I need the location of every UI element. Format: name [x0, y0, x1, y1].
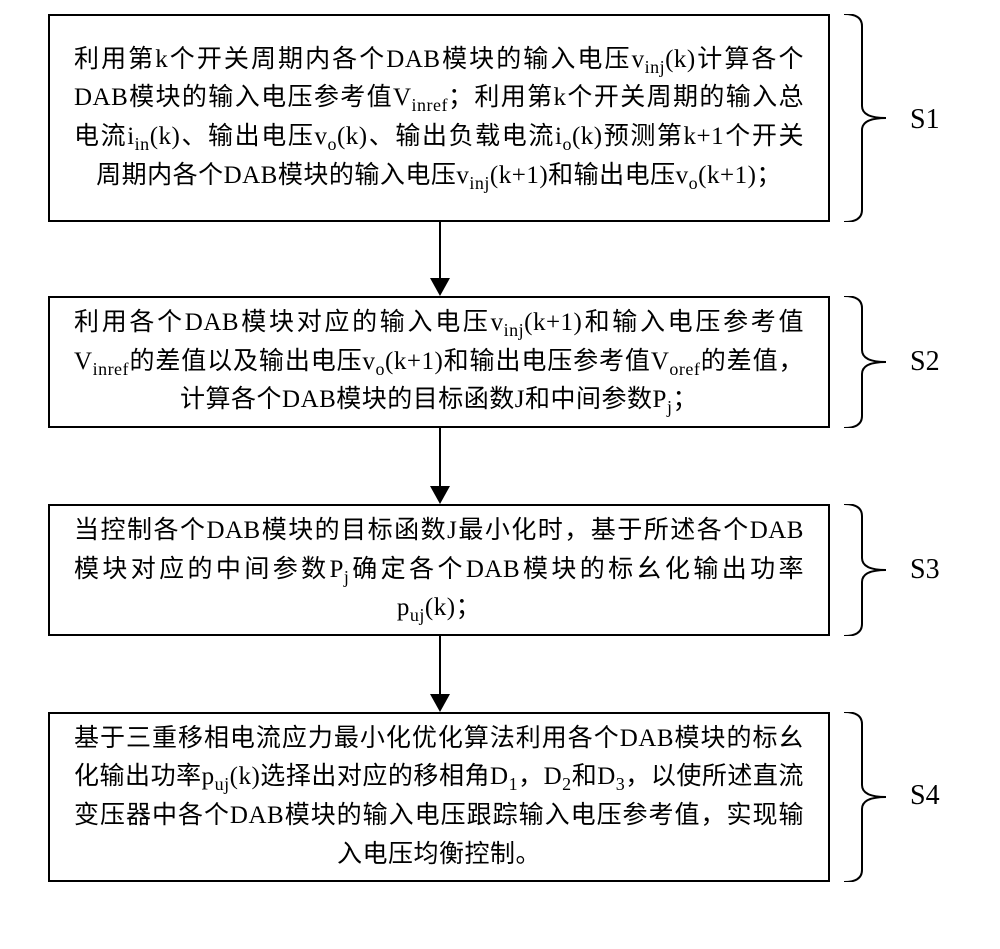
- step-box-s1: 利用第k个开关周期内各个DAB模块的输入电压vinj(k)计算各个DAB模块的输…: [48, 14, 830, 222]
- step-label-s2: S2: [910, 346, 940, 378]
- step-text: 基于三重移相电流应力最小化优化算法利用各个DAB模块的标幺化输出功率puj(k)…: [74, 720, 804, 875]
- step-box-s3: 当控制各个DAB模块的目标函数J最小化时，基于所述各个DAB模块对应的中间参数P…: [48, 504, 830, 636]
- step-label-s3: S3: [910, 554, 940, 586]
- arrow-head-icon: [430, 486, 450, 504]
- brace-icon: [838, 504, 898, 636]
- step-box-s4: 基于三重移相电流应力最小化优化算法利用各个DAB模块的标幺化输出功率puj(k)…: [48, 712, 830, 882]
- flowchart-canvas: 利用第k个开关周期内各个DAB模块的输入电压vinj(k)计算各个DAB模块的输…: [0, 0, 1000, 949]
- step-text: 当控制各个DAB模块的目标函数J最小化时，基于所述各个DAB模块对应的中间参数P…: [74, 512, 804, 628]
- step-box-s2: 利用各个DAB模块对应的输入电压vinj(k+1)和输入电压参考值Vinref的…: [48, 296, 830, 428]
- brace-icon: [838, 296, 898, 428]
- arrow-line: [439, 428, 441, 486]
- arrow-head-icon: [430, 694, 450, 712]
- brace-icon: [838, 14, 898, 222]
- step-text: 利用各个DAB模块对应的输入电压vinj(k+1)和输入电压参考值Vinref的…: [74, 304, 804, 420]
- step-label-s1: S1: [910, 104, 940, 136]
- step-label-s4: S4: [910, 780, 940, 812]
- arrow-line: [439, 222, 441, 278]
- arrow-line: [439, 636, 441, 694]
- arrow-head-icon: [430, 278, 450, 296]
- brace-icon: [838, 712, 898, 882]
- step-text: 利用第k个开关周期内各个DAB模块的输入电压vinj(k)计算各个DAB模块的输…: [74, 41, 804, 196]
